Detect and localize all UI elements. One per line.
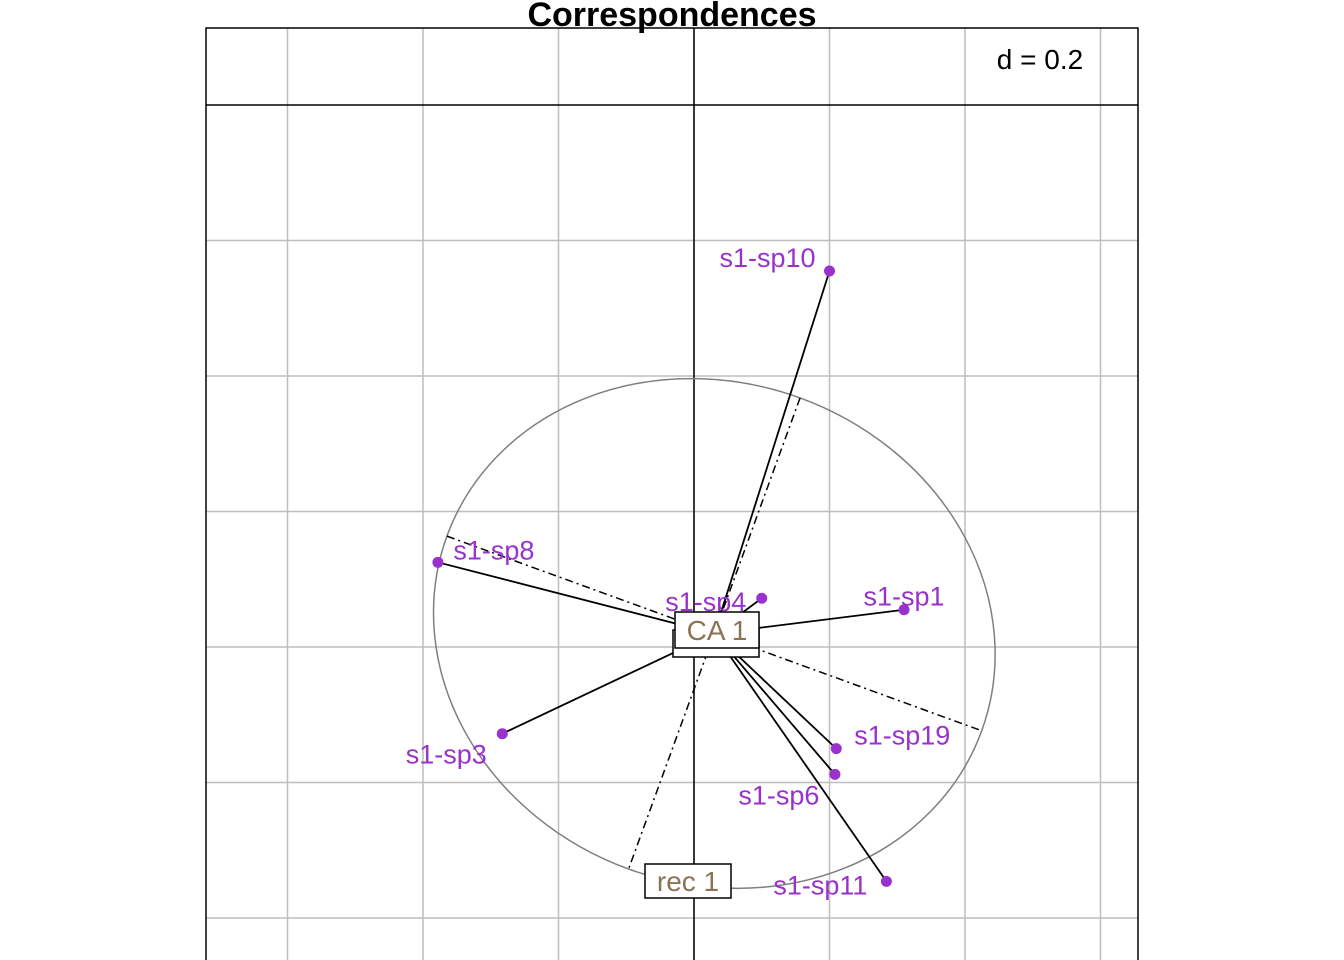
chart-title: Correspondences [527,0,816,34]
point-label: s1-sp11 [773,870,867,900]
data-point [756,592,768,604]
ellipse-minor-axis [627,397,801,870]
point-label: s1-sp6 [738,780,819,810]
data-point [824,265,835,277]
data-point [829,768,841,780]
point-label: s1-sp10 [719,243,815,273]
link-line [713,270,831,634]
grid [206,28,1138,960]
scale-label: d = 0.2 [997,44,1083,75]
ellipse-layer [432,377,996,890]
data-point [898,604,910,616]
point-label: s1-sp1 [864,582,945,612]
point-label: s1-sp8 [453,535,534,565]
link-line [713,632,888,882]
points-layer [432,265,910,887]
point-label: s1-sp3 [406,740,487,770]
rec-axis-box [644,863,732,899]
plot-frame [205,27,1139,960]
data-point [830,743,842,755]
ca-axis-label: CA 1 [687,615,748,646]
data-point [496,728,508,740]
point-label: s1-sp19 [854,721,950,751]
link-line [437,561,715,635]
data-point [432,556,444,568]
ca-axis-box [674,611,760,649]
data-point [880,875,892,887]
ellipse-major-axis [446,535,982,732]
rec-axis-label: rec 1 [657,866,719,897]
boxes-layer: CA 1 rec 1 [644,611,760,899]
